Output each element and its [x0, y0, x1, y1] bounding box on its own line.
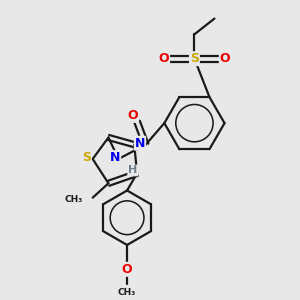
Text: N: N	[135, 137, 145, 150]
Text: S: S	[190, 52, 199, 65]
Text: O: O	[128, 109, 138, 122]
Text: O: O	[220, 52, 230, 65]
Text: O: O	[158, 52, 169, 65]
Text: O: O	[122, 263, 132, 276]
Text: CH₃: CH₃	[64, 195, 82, 204]
Text: CH₃: CH₃	[118, 288, 136, 297]
Text: H: H	[128, 165, 137, 176]
Text: S: S	[82, 151, 91, 164]
Text: N: N	[110, 151, 120, 164]
